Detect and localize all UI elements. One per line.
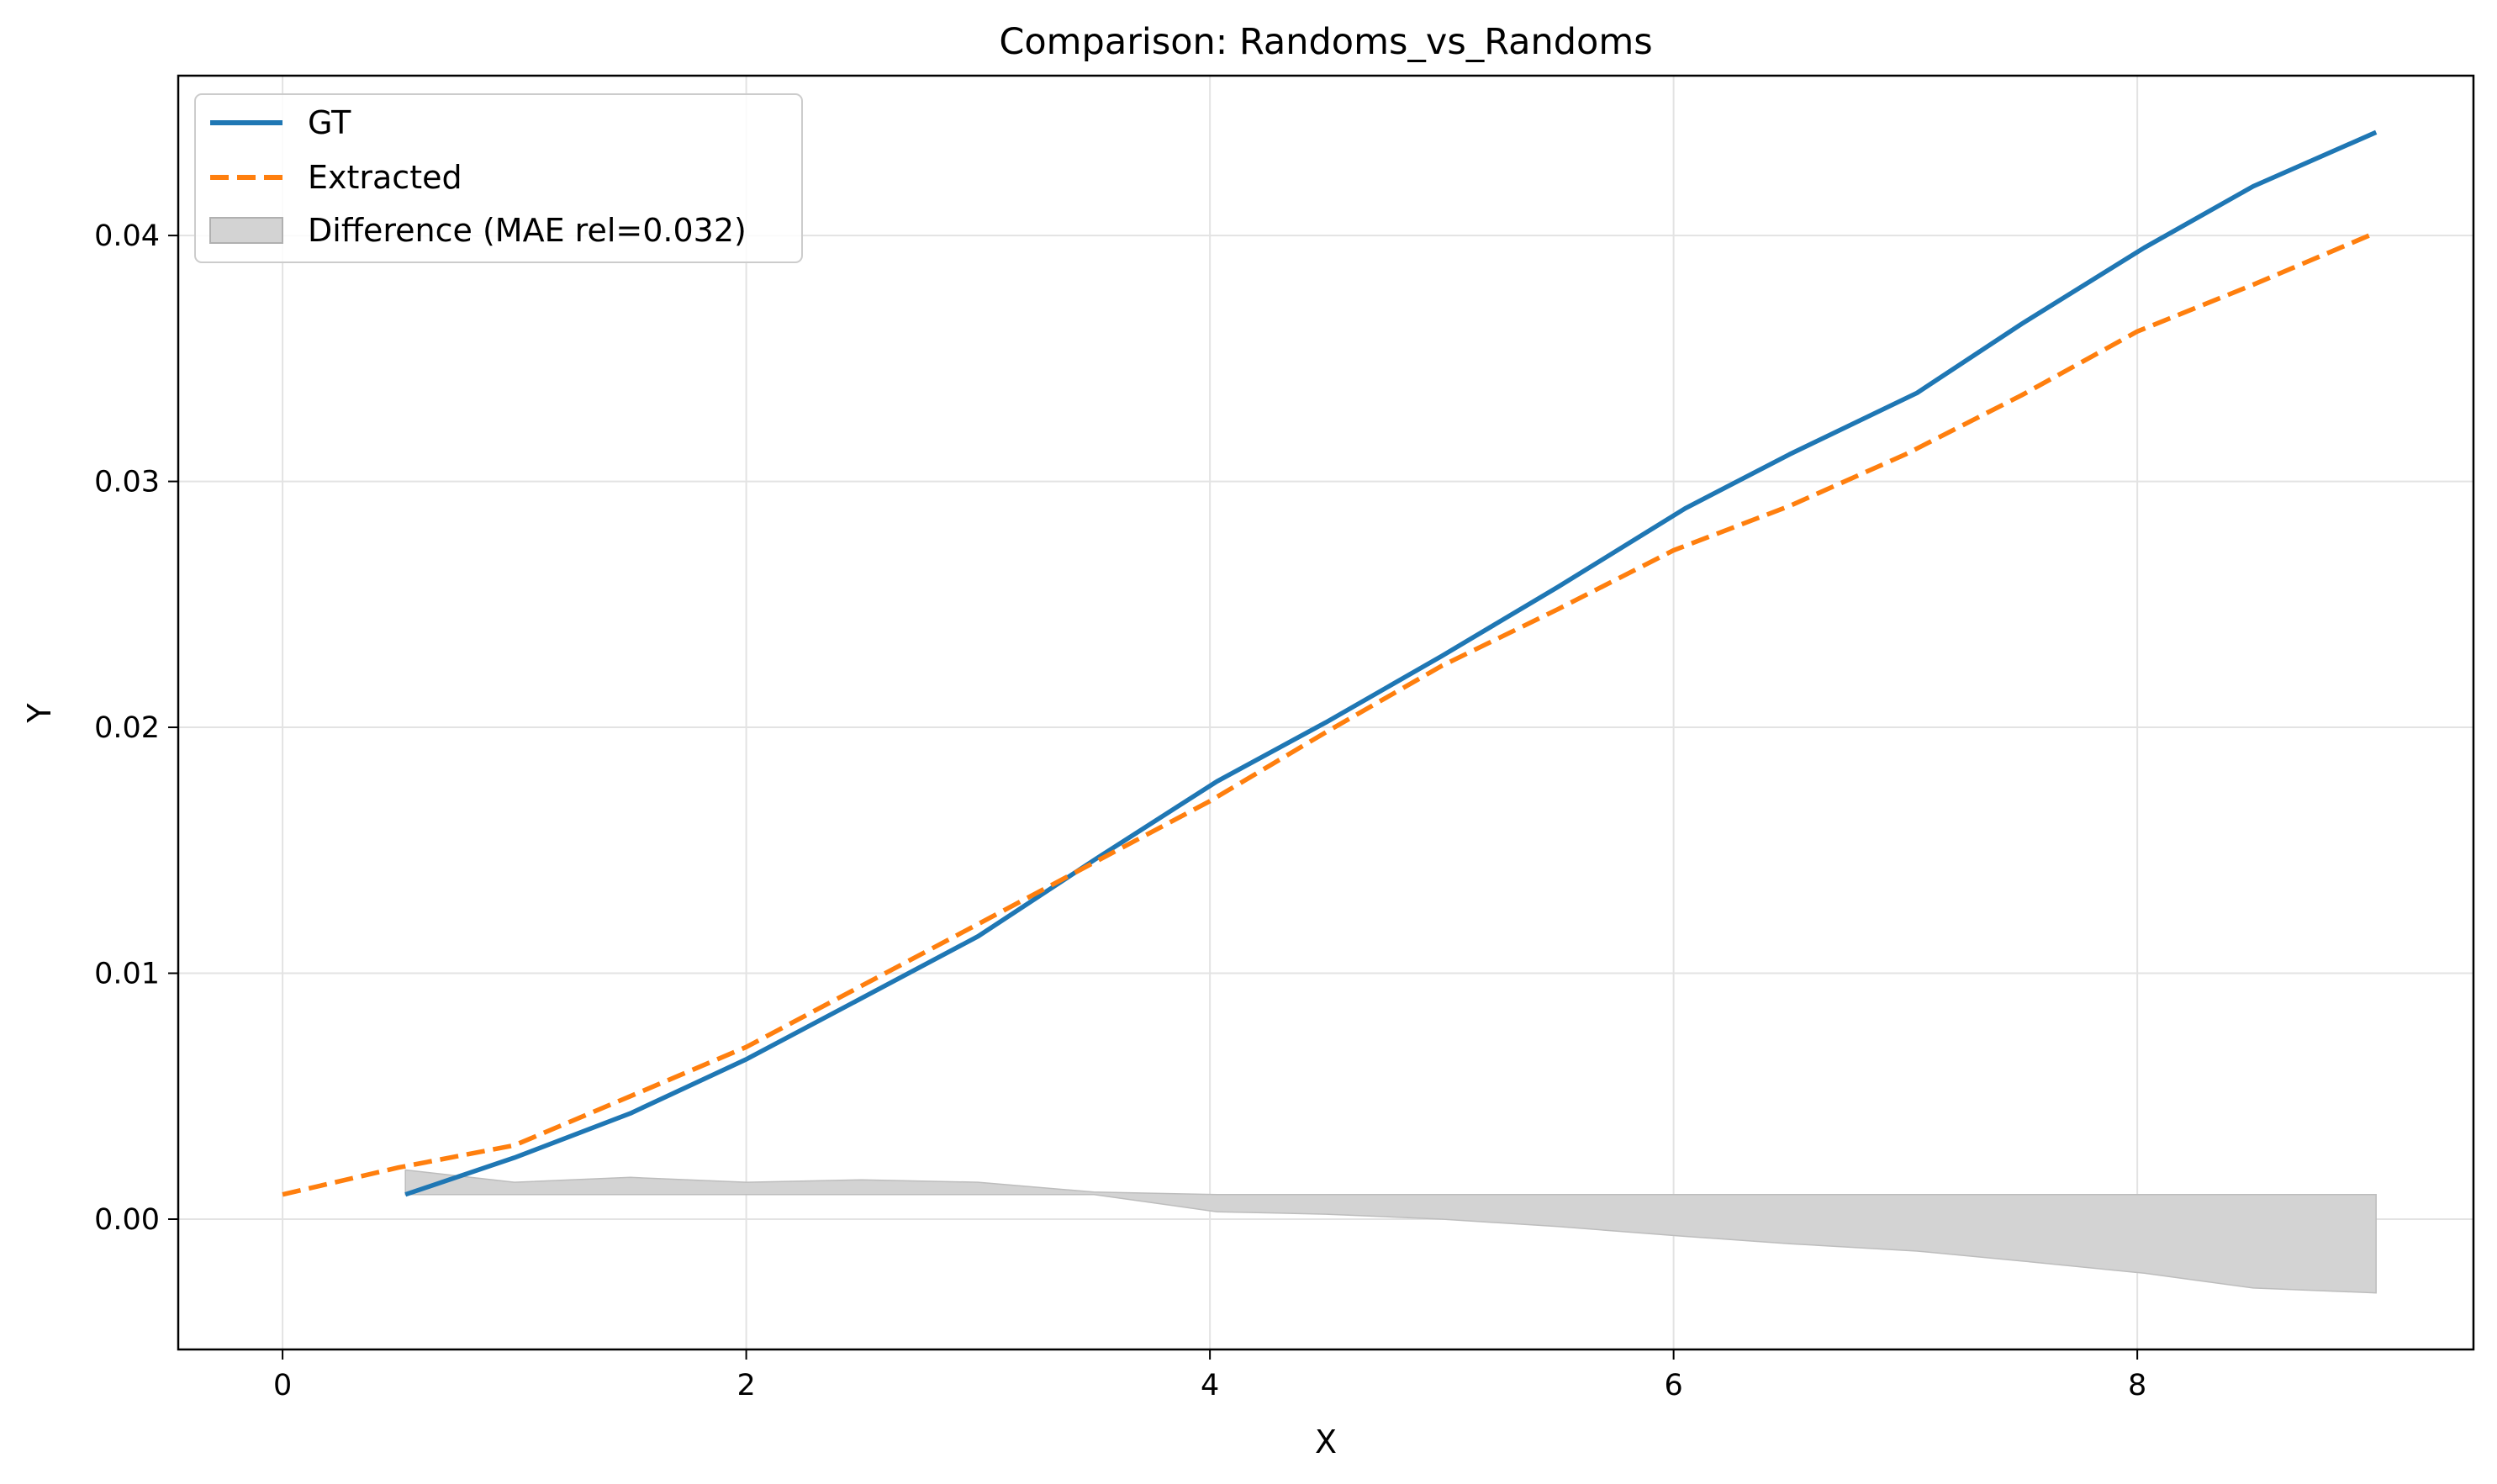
y-tick-label: 0.01 <box>94 958 160 991</box>
legend-extracted-label: Extracted <box>308 159 462 196</box>
legend: GT Extracted Difference (MAE rel=0.032) <box>194 93 803 263</box>
x-axis: 0 2 4 6 8 <box>273 1349 2146 1402</box>
legend-box <box>194 93 803 263</box>
x-axis-label: X <box>1315 1423 1337 1460</box>
y-tick-label: 0.03 <box>94 466 160 499</box>
x-tick-label: 8 <box>2128 1369 2146 1402</box>
difference-area <box>404 1169 2377 1294</box>
series-line-extracted <box>282 233 2370 1197</box>
y-tick-label: 0.02 <box>94 711 160 745</box>
legend-difference-swatch <box>209 217 283 244</box>
plot-frame <box>177 74 2475 1351</box>
legend-difference-label: Difference (MAE rel=0.032) <box>308 212 747 249</box>
y-tick-label: 0.00 <box>94 1203 160 1237</box>
chart-title: Comparison: Randoms_vs_Randoms <box>999 21 1652 63</box>
x-tick-label: 4 <box>1201 1369 1219 1402</box>
legend-gt-label: GT <box>308 104 351 141</box>
fill-layer <box>404 1169 2377 1294</box>
y-tick-label: 0.04 <box>94 219 160 253</box>
x-tick-label: 0 <box>273 1369 292 1402</box>
x-tick-label: 6 <box>1664 1369 1682 1402</box>
y-axis: 0.00 0.01 0.02 0.03 0.04 <box>94 219 178 1237</box>
series-line-gt <box>404 129 2378 1197</box>
y-axis-label: Y <box>21 703 58 724</box>
grid <box>178 76 2473 1349</box>
x-tick-label: 2 <box>736 1369 755 1402</box>
series-layer <box>282 129 2378 1197</box>
